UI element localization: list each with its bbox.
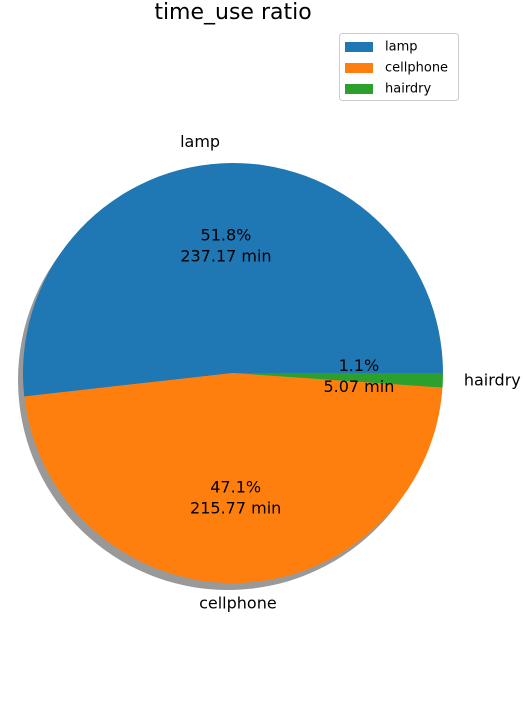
slice-hairdry bbox=[233, 373, 443, 388]
pct-label-hairdry: 1.1% bbox=[339, 356, 380, 375]
pie-labels: lamp 51.8% 237.17 min cellphone 47.1% 215.77 … bbox=[180, 132, 521, 613]
legend-label-hairdry: hairdry bbox=[385, 82, 432, 97]
pct-label-lamp: 51.8% bbox=[201, 226, 252, 245]
category-label-lamp: lamp bbox=[180, 132, 220, 151]
legend-label-cellphone: cellphone bbox=[385, 61, 448, 76]
legend: lamp cellphone hairdry bbox=[339, 33, 459, 101]
legend-swatch-cellphone bbox=[345, 63, 373, 73]
category-label-cellphone: cellphone bbox=[199, 593, 277, 612]
slice-lamp bbox=[22, 163, 443, 397]
chart-title: time_use ratio bbox=[154, 0, 311, 25]
legend-swatch-lamp bbox=[345, 42, 373, 52]
pct-label-cellphone: 47.1% bbox=[210, 477, 261, 496]
pie-slices bbox=[22, 163, 443, 583]
legend-label-lamp: lamp bbox=[385, 40, 418, 55]
slice-cellphone bbox=[24, 373, 443, 583]
category-label-hairdry: hairdry bbox=[464, 371, 521, 390]
legend-swatch-hairdry bbox=[345, 84, 373, 94]
value-label-lamp: 237.17 min bbox=[180, 247, 271, 266]
value-label-hairdry: 5.07 min bbox=[323, 377, 394, 396]
value-label-cellphone: 215.77 min bbox=[190, 498, 281, 517]
